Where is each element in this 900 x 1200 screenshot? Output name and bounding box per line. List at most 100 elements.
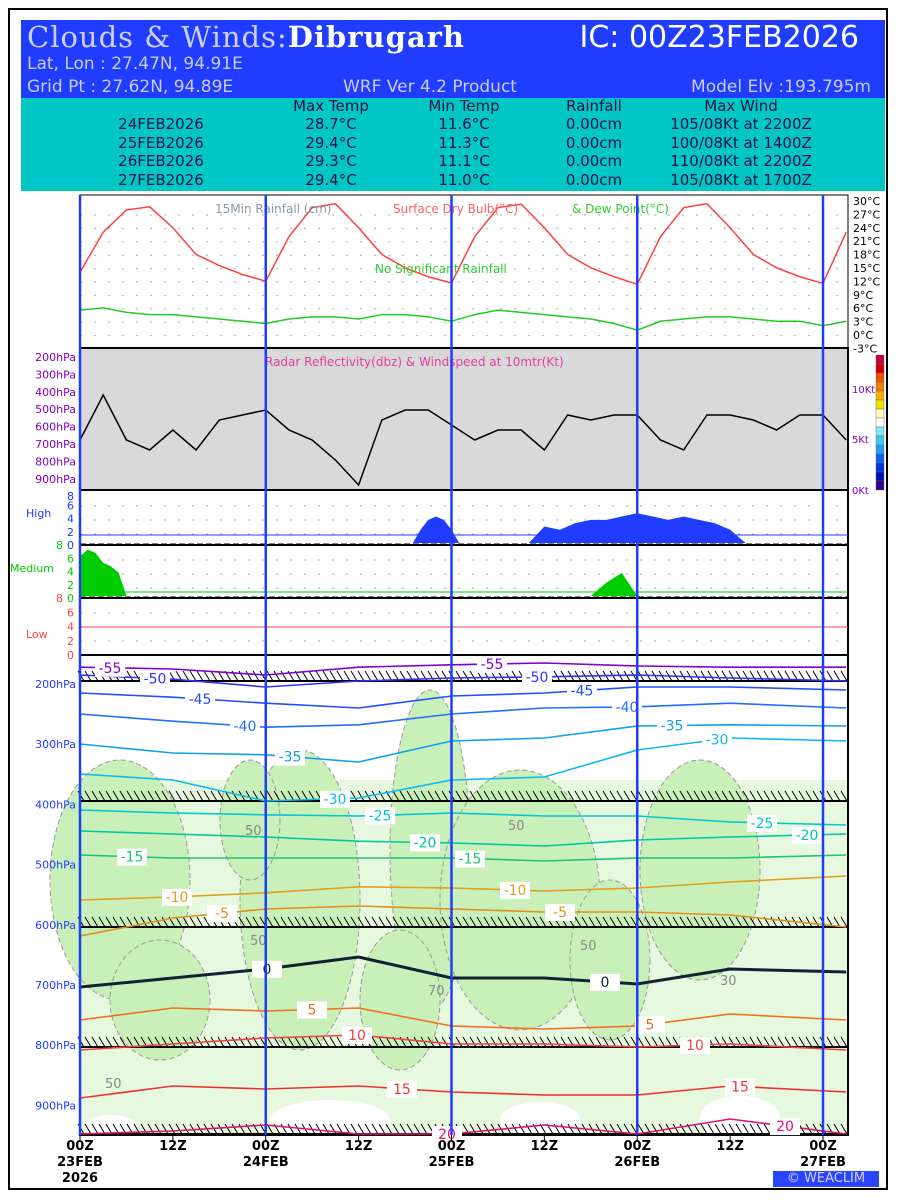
isotherm-label-group: -40 [612, 698, 642, 716]
x-tick-time: 12Z [716, 1139, 744, 1154]
cloud-tick-label: 6 [67, 552, 74, 565]
isotherm-label-bg [792, 827, 822, 845]
isotherm-label: -35 [661, 719, 684, 735]
isotherm-label-bg [432, 1126, 462, 1143]
rh-contour-label: 50 [508, 819, 525, 834]
rh-contour-label: 70 [428, 984, 445, 999]
rh-contour-label: 50 [580, 939, 597, 954]
cloud-tick-label: 8 [67, 490, 74, 503]
wind-barbs [77, 670, 848, 682]
isotherm-label-group: -10 [162, 888, 192, 906]
isotherm-label-bg [522, 668, 552, 686]
station-name: Dibrugarh [287, 20, 466, 54]
isotherm-label-bg [117, 848, 147, 866]
weaclim-watermark: © WEACLIM [773, 1171, 879, 1187]
summary-cell: 29.4°C [305, 170, 357, 189]
summary-cell: 0.00cm [565, 170, 623, 189]
isotherm-label-bg [680, 1037, 710, 1055]
isotherm-label: -45 [571, 684, 594, 700]
pressure-tick-label: 500hPa [35, 859, 76, 872]
pressure-tick-label: 200hPa [35, 351, 76, 364]
wind-tick-label: 0Kt [852, 486, 869, 497]
isotherm-label-bg [320, 790, 350, 808]
temp-tick-label: 0°C [853, 329, 873, 342]
reflectivity-colorbar-swatch [875, 462, 885, 473]
isotherm-label: -10 [504, 883, 527, 899]
isotherm-label: -50 [526, 670, 549, 686]
isotherm-label-group: 5 [297, 1001, 327, 1019]
summary-cell: 11.3°C [438, 133, 490, 152]
isotherm-label-bg [702, 731, 732, 749]
pressure-tick-label: 600hPa [35, 919, 76, 932]
isotherm-label-group: -45 [185, 690, 215, 708]
summary-cell: 105/08Kt at 2200Z [670, 115, 812, 133]
x-tick-time: 00Z [252, 1139, 280, 1154]
cloud-tick-label: 4 [67, 566, 74, 579]
reflectivity-colorbar-swatch [875, 408, 885, 419]
cloud-tick-label: 0 [67, 539, 74, 552]
isotherm-label: 15 [393, 1082, 411, 1098]
isotherm-label: -10 [166, 890, 189, 906]
summary-cell: 0.00cm [565, 152, 623, 170]
pressure-tick-label: 700hPa [35, 979, 76, 992]
isotherm-label-group: -20 [410, 834, 440, 852]
isotherm-label-bg [365, 807, 395, 825]
isotherm-label: 5 [308, 1003, 317, 1019]
reflectivity-colorbar-swatch [875, 480, 885, 491]
frame-border [8, 8, 888, 1190]
pressure-tick-label: 900hPa [35, 1099, 76, 1112]
summary-cell: 11.6°C [438, 115, 490, 133]
isotherm-label: -55 [481, 657, 504, 673]
cloud-tick-label: 0 [67, 649, 74, 662]
isotherm-label-group: -35 [275, 748, 305, 766]
medium-cloud-area [80, 549, 127, 596]
isotherm-label: -25 [369, 808, 392, 824]
isotherm-label-bg [545, 904, 575, 921]
reflectivity-colorbar-swatch [875, 381, 885, 392]
x-tick-time: 00Z [66, 1139, 94, 1154]
isotherm-label-bg [612, 698, 642, 716]
isotherm-label-bg [297, 1001, 327, 1019]
isotherm-label: 0 [601, 975, 610, 991]
x-tick-date: 24FEB [243, 1155, 289, 1170]
pressure-tick-label: 600hPa [35, 421, 76, 434]
panel-border [79, 544, 849, 599]
rh-contour-label: 30 [720, 974, 737, 989]
isotherm-label-group: -50 [522, 668, 552, 686]
isotherm-label: -15 [459, 852, 482, 868]
initial-condition: IC: 00Z23FEB2026 [579, 20, 859, 55]
x-tick-date: 27FEB [800, 1155, 846, 1170]
summary-cell: 0.00cm [565, 115, 623, 133]
isotherm-label-bg [477, 656, 507, 674]
cloud-tick-label: 4 [67, 513, 74, 526]
cloud-tick-label: 0 [67, 592, 74, 605]
lat-lon: Lat, Lon : 27.47N, 94.91E [27, 54, 243, 74]
rh-contour [219, 759, 281, 881]
x-tick-time: 00Z [438, 1139, 466, 1154]
cloud-tick-label: 2 [67, 579, 74, 592]
isotherm-label-group: 0 [590, 973, 620, 991]
temp-tick-label: 9°C [853, 289, 873, 302]
isotherm-label: -15 [121, 850, 144, 866]
isotherm-label-bg [725, 1078, 755, 1096]
isotherm-label: -20 [796, 828, 819, 844]
rh-contour [109, 939, 211, 1061]
temp-tick-label: 12°C [853, 275, 880, 288]
x-tick-year: 2026 [62, 1171, 98, 1186]
header-banner: Clouds & Winds:Dibrugarh IC: 00Z23FEB202… [21, 20, 885, 98]
drybulb-legend: Surface Dry Bulb(°C) [393, 202, 518, 216]
isotherm-label-bg [387, 1080, 417, 1098]
temp-tick-label: 3°C [853, 316, 873, 329]
isotherm-label-bg [590, 973, 620, 991]
col-header-min-temp: Min Temp [428, 97, 500, 115]
dry-region [500, 1102, 580, 1138]
high-cloud-area [412, 516, 460, 543]
grid-point: Grid Pt : 27.62N, 94.89E [27, 77, 234, 97]
rh-label-group: 50 [250, 934, 267, 949]
summary-date: 25FEB2026 [118, 133, 204, 152]
summary-date: 27FEB2026 [118, 170, 204, 189]
isotherm-label: -45 [189, 692, 212, 708]
rh-label-group: 70 [428, 984, 445, 999]
reflectivity-colorbar-swatch [875, 417, 885, 428]
